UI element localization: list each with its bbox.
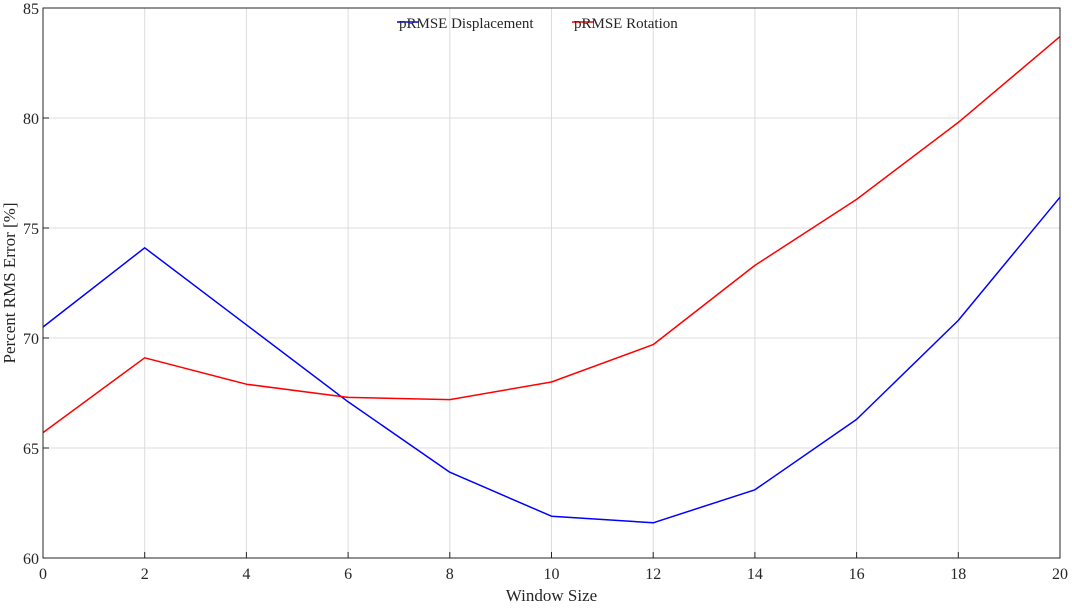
x-tick-label: 0 (39, 566, 47, 583)
legend-label-displacement: pRMSE Displacement (399, 16, 534, 32)
x-tick-label: 14 (747, 566, 763, 583)
y-tick-label: 75 (23, 221, 39, 238)
y-axis-label: Percent RMS Error [%] (0, 203, 19, 364)
x-axis-label: Window Size (506, 586, 597, 604)
x-tick-label: 18 (950, 566, 966, 583)
series-line-rotation (42, 36, 1061, 434)
x-tick-label: 8 (446, 566, 454, 583)
y-tick-label: 60 (23, 551, 39, 568)
y-tick-label: 85 (23, 1, 39, 18)
x-tick-label: 6 (344, 566, 352, 583)
x-tick-label: 12 (645, 566, 661, 583)
x-tick-label: 10 (544, 566, 560, 583)
series-line-displacement (42, 196, 1061, 524)
y-tick-label: 70 (23, 331, 39, 348)
legend-label-rotation: pRMSE Rotation (574, 16, 678, 32)
x-tick-label: 16 (849, 566, 865, 583)
series-lines (42, 36, 1061, 524)
y-tick-label: 80 (23, 111, 39, 128)
tick-labels: 0 2 4 6 8 10 12 14 16 18 20 60 65 70 75 80 85 (23, 1, 1068, 583)
x-tick-label: 2 (141, 566, 149, 583)
x-tick-label: 20 (1052, 566, 1068, 583)
x-tick-label: 4 (242, 566, 250, 583)
grid (42, 7, 1061, 559)
legend: pRMSE Displacement pRMSE Rotation (397, 16, 678, 32)
y-tick-label: 65 (23, 441, 39, 458)
